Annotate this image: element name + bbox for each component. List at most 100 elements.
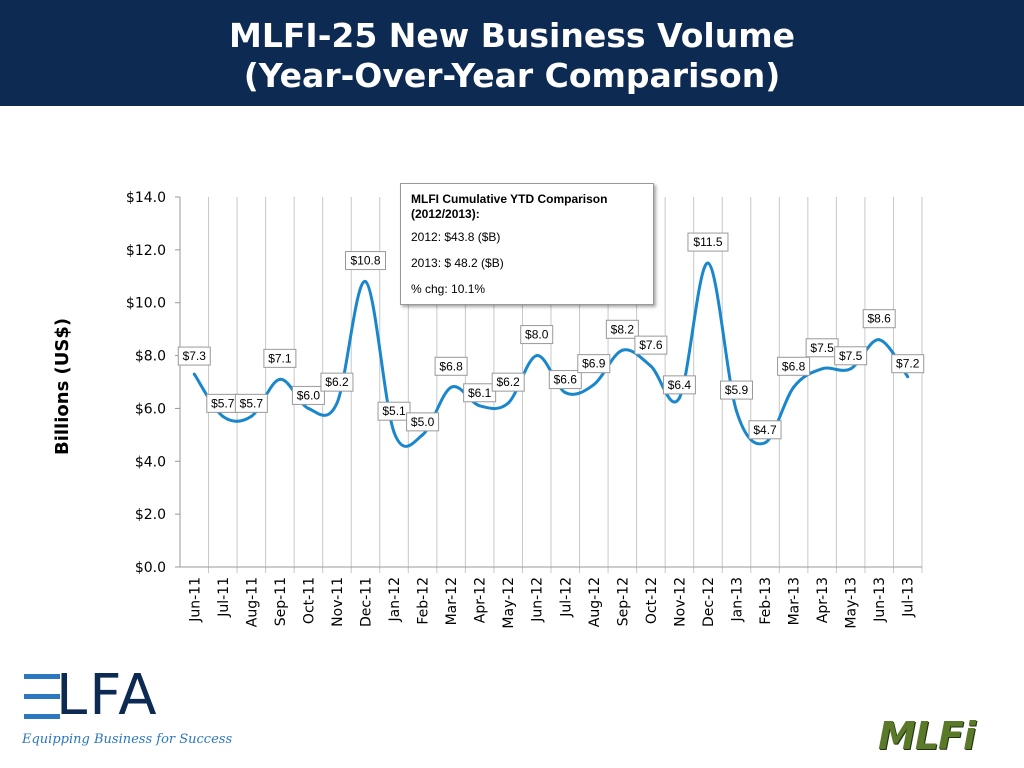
y-tick-label: $8.0 (135, 349, 166, 365)
x-tick-label: May-12 (501, 577, 517, 629)
data-label: $8.6 (868, 312, 892, 326)
x-tick-label: Dec-11 (359, 577, 375, 627)
ytd-comparison-box: MLFI Cumulative YTD Comparison (2012/201… (400, 183, 654, 305)
data-point (306, 406, 310, 410)
data-label: $6.8 (439, 359, 463, 373)
data-point (364, 280, 367, 284)
x-tick-label: Nov-12 (672, 577, 688, 627)
title-line-2: (Year-Over-Year Comparison) (243, 56, 781, 95)
x-tick-label: Apr-12 (473, 577, 489, 623)
ytd-comparison-title: MLFI Cumulative YTD Comparison (2012/201… (411, 192, 608, 221)
data-point (335, 401, 339, 405)
data-label-box (345, 251, 386, 271)
data-label-box (463, 383, 497, 403)
y-tick-label: $0.0 (135, 560, 166, 576)
data-point (392, 430, 396, 434)
data-point (535, 354, 539, 358)
x-tick-label: Nov-11 (330, 577, 346, 627)
elfa-logo-bars (24, 674, 60, 734)
data-label: $11.5 (693, 235, 722, 249)
data-label: $6.0 (297, 388, 321, 402)
data-label: $7.2 (896, 357, 920, 371)
data-point (820, 367, 824, 371)
data-point (677, 396, 681, 400)
data-point (249, 414, 253, 418)
x-tick-label: Apr-13 (815, 577, 831, 623)
data-label-box (862, 309, 896, 329)
data-label: $6.2 (497, 375, 521, 389)
mlfi-logo: MLFi (878, 714, 976, 758)
data-label: $5.7 (240, 396, 264, 410)
x-tick-label: Oct-11 (301, 577, 317, 624)
x-tick-label: Feb-13 (758, 577, 774, 625)
data-point (649, 364, 653, 368)
y-axis-label: Billions (US$) (52, 317, 73, 455)
data-label: $6.8 (782, 359, 806, 373)
x-tick-label: Jan-13 (730, 577, 746, 622)
data-label-box (687, 232, 729, 252)
data-label: $6.6 (554, 373, 578, 387)
x-tick-label: Jan-12 (387, 577, 403, 622)
data-point (563, 391, 567, 395)
x-tick-label: Jun-12 (530, 577, 546, 623)
data-point (192, 372, 196, 376)
data-point (763, 441, 767, 445)
data-point (706, 261, 710, 265)
data-label: $5.7 (211, 396, 235, 410)
data-point (792, 385, 796, 389)
x-tick-label: Feb-12 (416, 577, 432, 625)
data-label-box (834, 346, 868, 366)
x-tick-label: Jun-11 (187, 577, 203, 623)
data-label: $7.5 (839, 349, 863, 363)
data-point (620, 348, 624, 352)
elfa-logo: LFA Equipping Business for Success (22, 664, 232, 758)
x-tick-label: Aug-12 (587, 577, 603, 627)
data-point (449, 385, 453, 389)
data-label-box (234, 393, 268, 413)
data-label-box (605, 319, 639, 339)
data-point (735, 409, 738, 413)
data-label-box (748, 420, 782, 440)
x-tick-label: Jun-13 (872, 577, 888, 623)
data-point (906, 375, 910, 379)
title-line-1: MLFI-25 New Business Volume (229, 16, 795, 55)
data-label-box (291, 385, 325, 405)
data-label: $4.7 (753, 423, 777, 437)
x-tick-label: Jul-11 (216, 577, 232, 618)
data-label: $5.0 (411, 415, 435, 429)
x-tick-label: Oct-12 (644, 577, 660, 624)
data-label-box (520, 325, 554, 345)
data-label: $7.3 (183, 349, 207, 363)
data-label: $5.1 (382, 404, 406, 418)
data-label-box (377, 401, 411, 421)
x-tick-label: Aug-11 (244, 577, 260, 627)
data-label: $6.1 (468, 386, 492, 400)
data-label: $7.5 (810, 341, 834, 355)
data-label-box (891, 354, 925, 374)
data-label-box (320, 372, 354, 392)
data-point (849, 367, 853, 371)
data-point (506, 401, 510, 405)
x-tick-label: Jul-13 (901, 577, 917, 618)
data-label-box (434, 356, 468, 376)
data-point (221, 414, 225, 418)
title-banner (0, 0, 1024, 106)
y-tick-label: $4.0 (135, 454, 166, 470)
data-label-box (577, 354, 611, 374)
data-point (278, 377, 282, 381)
page-title: MLFI-25 New Business Volume (Year-Over-Y… (0, 16, 1024, 96)
x-tick-label: Sep-12 (615, 577, 631, 626)
data-label-box (662, 375, 696, 395)
data-label: $7.1 (268, 351, 292, 365)
data-label: $7.6 (639, 338, 663, 352)
y-tick-label: $10.0 (126, 296, 166, 312)
elfa-logo-text: LFA (56, 663, 159, 728)
data-label-box (634, 335, 668, 355)
data-label: $6.2 (325, 375, 349, 389)
data-label-box (548, 370, 582, 390)
x-tick-label: Mar-13 (787, 577, 803, 625)
data-point (877, 338, 881, 342)
ytd-change-line: % chg: 10.1% (411, 282, 486, 296)
data-label: $10.8 (350, 254, 380, 268)
